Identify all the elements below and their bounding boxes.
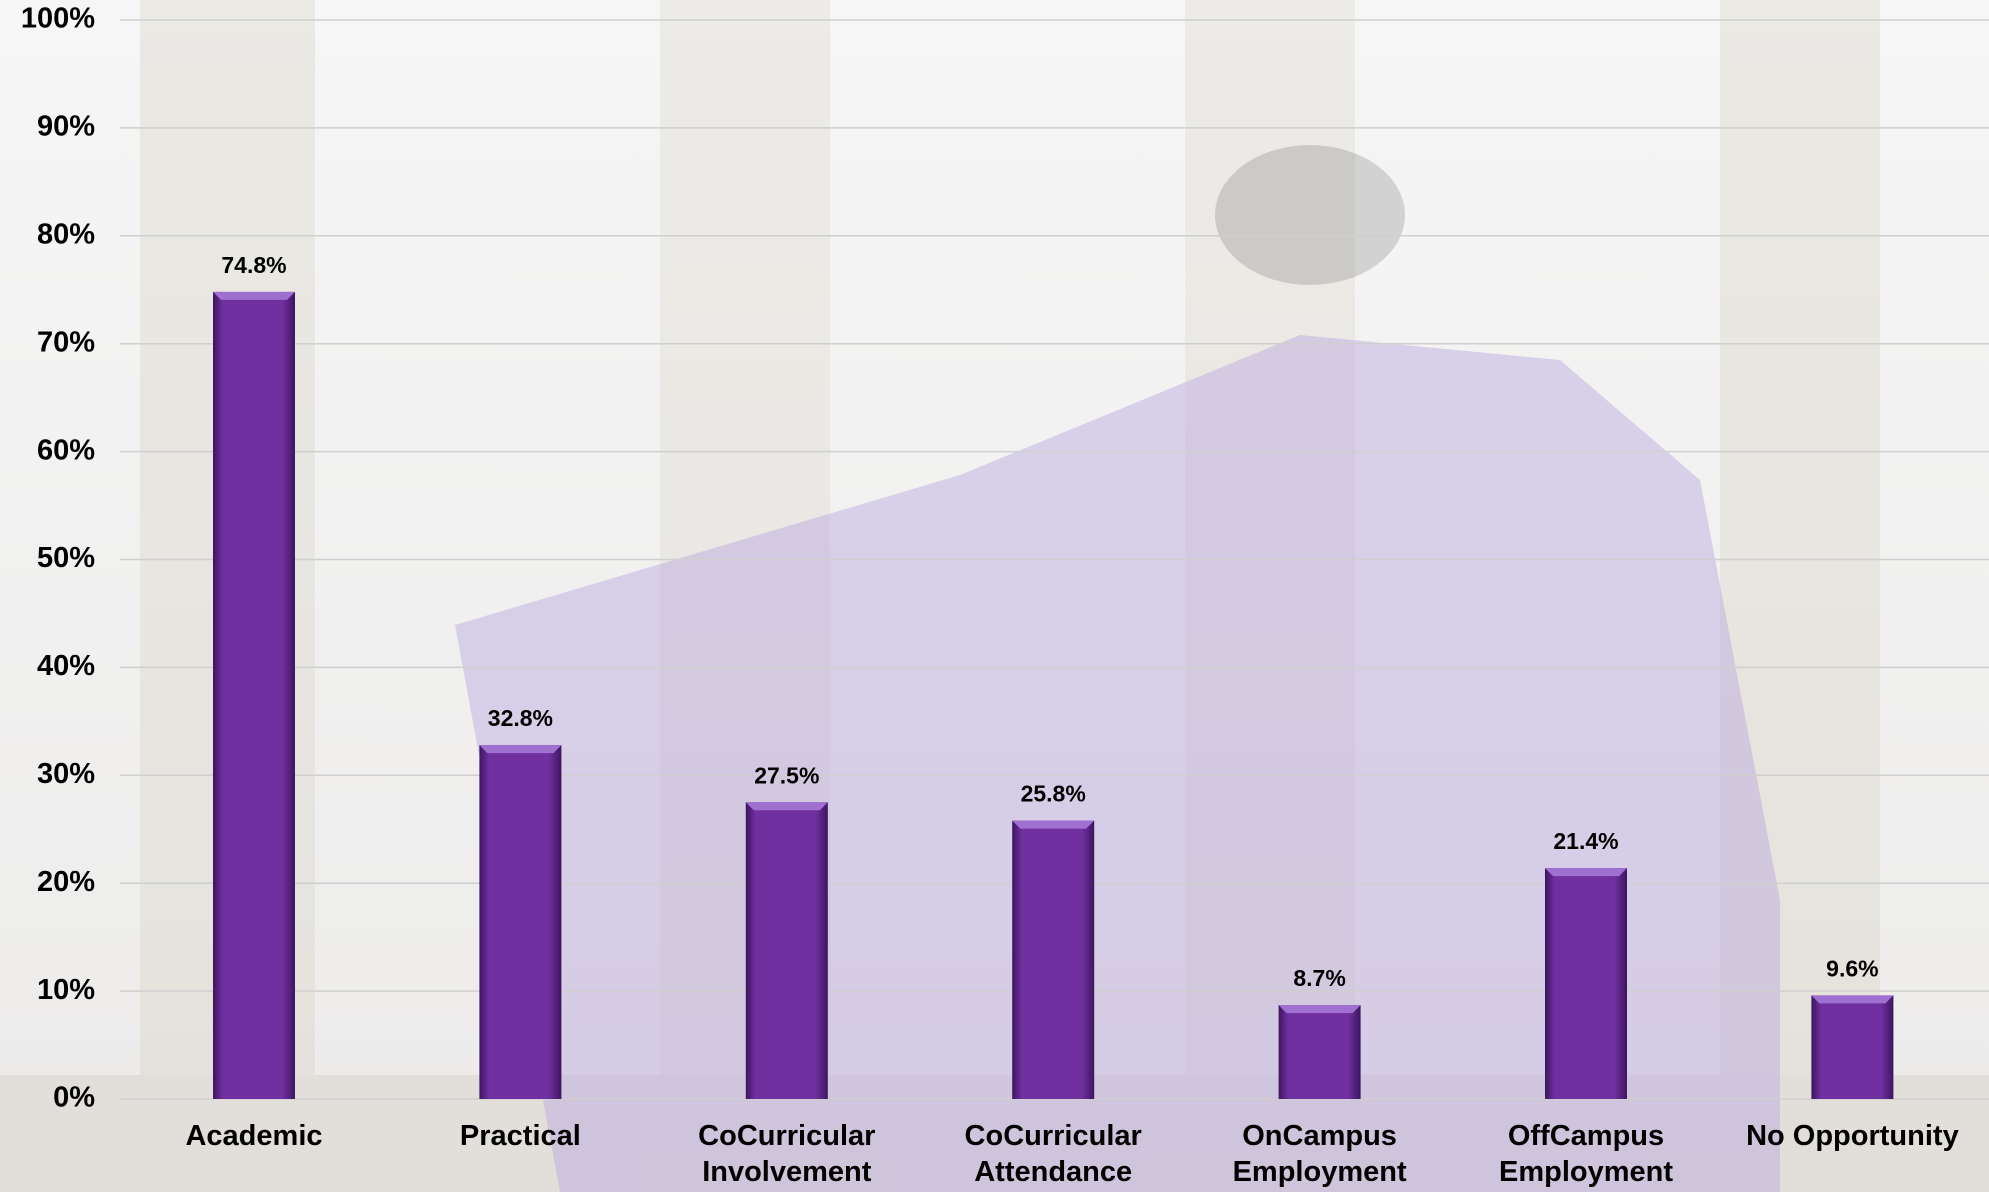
y-tick-label: 50% bbox=[37, 542, 95, 574]
value-label: 25.8% bbox=[1021, 781, 1086, 807]
value-label: 8.7% bbox=[1293, 965, 1345, 991]
value-label: 27.5% bbox=[754, 762, 819, 788]
y-tick-label: 20% bbox=[37, 866, 95, 898]
x-tick-label: No Opportunity bbox=[1746, 1120, 1959, 1152]
y-tick-label: 40% bbox=[37, 650, 95, 682]
y-tick-label: 70% bbox=[37, 326, 95, 358]
bar-bevel bbox=[479, 745, 562, 754]
bar bbox=[1811, 995, 1894, 1099]
y-tick-label: 80% bbox=[37, 218, 95, 250]
bar-bevel bbox=[213, 291, 295, 300]
x-tick-label: OffCampus Employment bbox=[1498, 1120, 1674, 1188]
bar bbox=[213, 291, 295, 1100]
y-tick-label: 30% bbox=[37, 758, 95, 790]
bar bbox=[745, 802, 828, 1099]
background-figure bbox=[1215, 145, 1405, 285]
x-tick-label: Practical bbox=[459, 1120, 581, 1152]
bar bbox=[1278, 1005, 1361, 1099]
bar-bevel bbox=[745, 802, 828, 811]
bar bbox=[1012, 820, 1095, 1099]
value-label: 74.8% bbox=[221, 252, 286, 278]
y-tick-label: 10% bbox=[37, 974, 95, 1006]
value-label: 32.8% bbox=[488, 705, 553, 731]
x-tick-label: CoCurricular Attendance bbox=[964, 1120, 1142, 1188]
bar-bevel bbox=[1545, 868, 1627, 877]
x-tick-label: CoCurricular Involvement bbox=[698, 1120, 876, 1188]
x-tick-label: Academic bbox=[185, 1120, 323, 1152]
x-tick-label: OnCampus Employment bbox=[1232, 1120, 1407, 1188]
bar bbox=[479, 745, 562, 1099]
bar bbox=[1545, 868, 1627, 1099]
value-label: 21.4% bbox=[1553, 828, 1618, 854]
bar-bevel bbox=[1278, 1005, 1361, 1014]
bar-bevel bbox=[1012, 820, 1095, 829]
y-tick-label: 0% bbox=[53, 1082, 95, 1114]
y-tick-label: 100% bbox=[21, 3, 95, 35]
value-label: 9.6% bbox=[1826, 955, 1878, 981]
y-tick-label: 90% bbox=[37, 111, 95, 143]
bar-bevel bbox=[1811, 995, 1894, 1004]
y-tick-label: 60% bbox=[37, 434, 95, 466]
